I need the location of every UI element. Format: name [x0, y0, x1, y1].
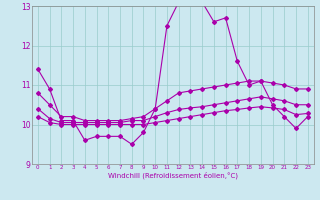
X-axis label: Windchill (Refroidissement éolien,°C): Windchill (Refroidissement éolien,°C)	[108, 172, 238, 179]
